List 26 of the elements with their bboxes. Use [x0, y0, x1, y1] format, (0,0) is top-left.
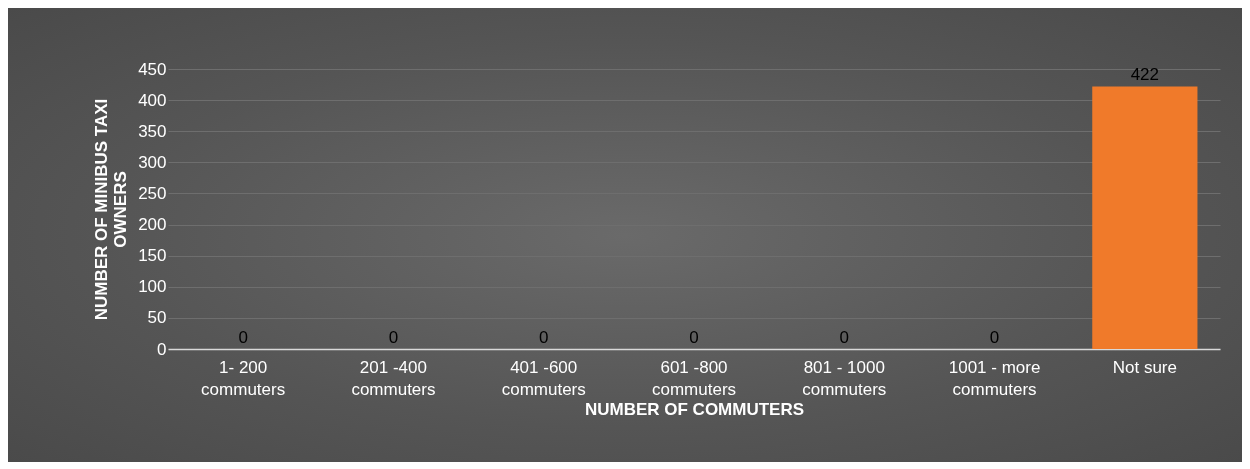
data-label: 0 [989, 328, 1000, 347]
data-label: 422 [1130, 65, 1160, 85]
y-tick-label: 50 [147, 308, 167, 328]
y-tick-label: 150 [138, 246, 167, 266]
data-label: 0 [238, 328, 248, 347]
x-tick-label: 801 - 1000 commuters [802, 357, 887, 399]
data-label: 0 [839, 328, 850, 347]
y-tick-label: 350 [138, 121, 167, 141]
data-label: 0 [388, 328, 399, 347]
y-tick-label: 300 [138, 152, 167, 172]
x-axis-title: NUMBER OF COMMUTERS [584, 399, 805, 419]
x-tick-label: 1- 200 commuters [201, 357, 286, 399]
y-tick-label: 200 [138, 215, 167, 235]
y-tick-label: 450 [138, 59, 167, 79]
y-tick-label: 0 [157, 339, 167, 359]
x-tick-label: 201 -400 commuters [351, 357, 436, 399]
y-tick-label: 250 [138, 183, 167, 203]
data-label: 0 [689, 328, 699, 347]
x-tick-label: 401 -600 commuters [501, 357, 586, 399]
x-tick-label: 1001 - more commuters [948, 357, 1041, 399]
y-tick-label: 100 [138, 277, 167, 297]
y-tick-label: 400 [138, 90, 167, 110]
y-axis-title: NUMBER OF MINIBUS TAXI OWNERS [92, 98, 131, 321]
x-tick-label: Not sure [1112, 357, 1177, 377]
x-tick-label: 601 -800 commuters [651, 357, 737, 399]
data-label: 0 [538, 328, 549, 347]
